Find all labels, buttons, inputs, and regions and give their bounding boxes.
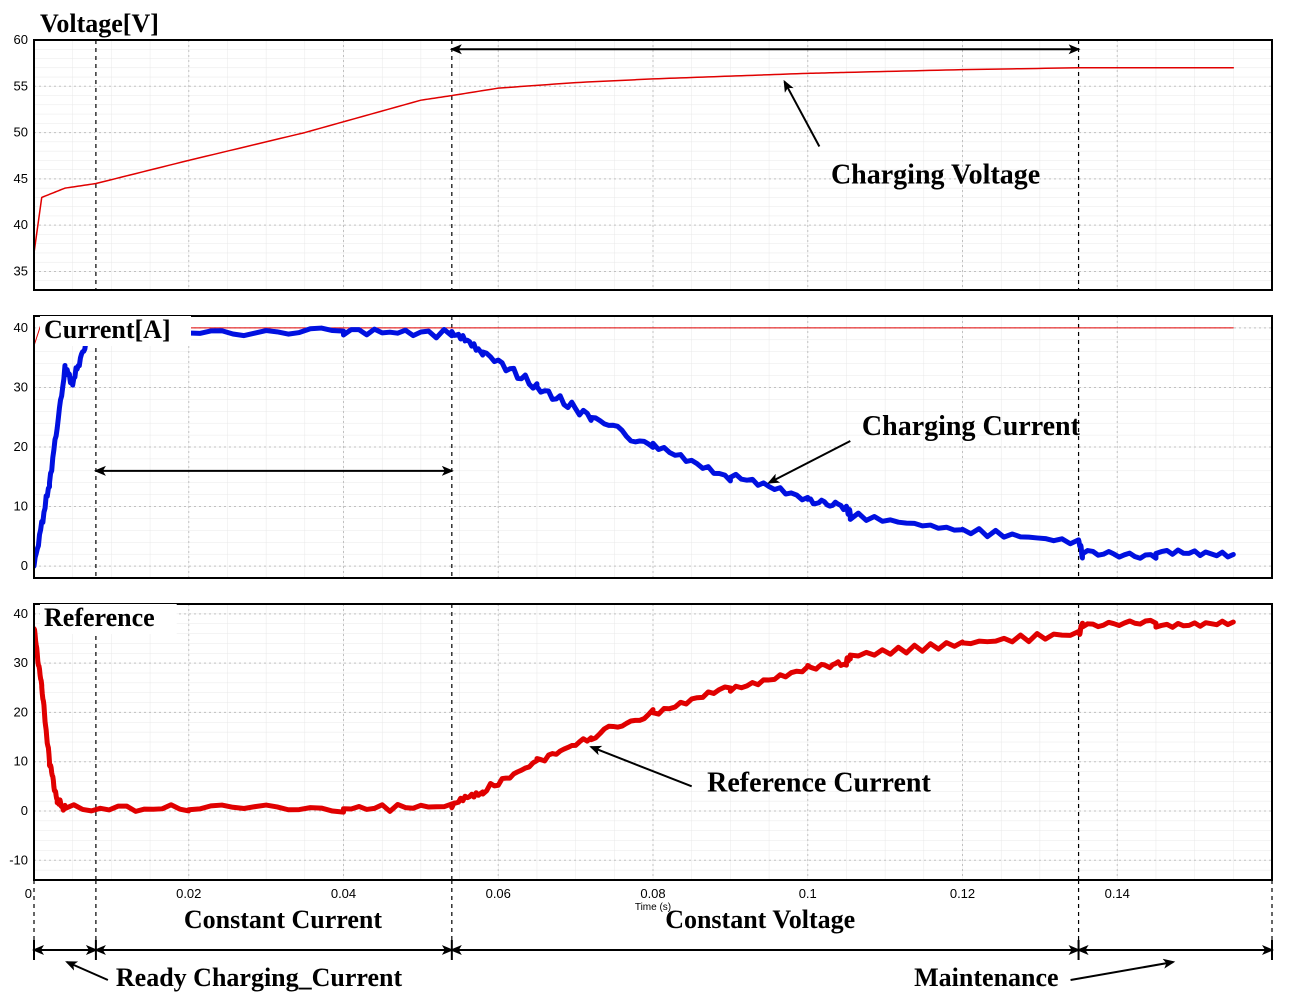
panel-reference-ytick: 10 xyxy=(14,754,28,769)
series-reference_current xyxy=(34,620,1233,812)
annotation-current: Charging Current xyxy=(862,411,1081,442)
arrow-ready xyxy=(67,962,108,980)
panel-reference-ytick: 40 xyxy=(14,606,28,621)
label-maintenance: Maintenance xyxy=(914,963,1058,992)
x-tick-label: 0.12 xyxy=(950,886,975,901)
panel-current-ytick: 10 xyxy=(14,499,28,514)
panel-current-ytick: 0 xyxy=(21,558,28,573)
chart-svg: 35 40 45 50 55 60 Charging Voltage Voltage[V] 0 1… xyxy=(0,0,1309,1003)
label-ready: Ready Charging_Current xyxy=(116,963,403,992)
label-constant-voltage: Constant Voltage xyxy=(665,905,855,934)
annotation-voltage: Charging Voltage xyxy=(831,160,1040,191)
x-tick-label: 0.04 xyxy=(331,886,356,901)
x-tick-label: 0.08 xyxy=(640,886,665,901)
panel-voltage-ytick: 60 xyxy=(14,32,28,47)
panel-reference-ytick: -10 xyxy=(9,852,28,867)
panel-title-voltage: Voltage[V] xyxy=(40,9,159,38)
panel-reference-ytick: 0 xyxy=(21,803,28,818)
panel-current-ytick: 40 xyxy=(14,320,28,335)
x-tick-label: 0.14 xyxy=(1105,886,1130,901)
annotation-reference: Reference Current xyxy=(707,767,931,798)
annotation-arrow xyxy=(591,747,692,786)
label-constant-current: Constant Current xyxy=(184,905,382,934)
panel-voltage-ytick: 50 xyxy=(14,125,28,140)
series-ref_line_40 xyxy=(34,322,1233,346)
panel-voltage-ytick: 45 xyxy=(14,171,28,186)
x-tick-label: 0.02 xyxy=(176,886,201,901)
panel-voltage: 35 40 45 50 55 60 Charging Voltage Voltage[V] xyxy=(14,9,1272,290)
arrow-maintenance xyxy=(1071,962,1174,980)
x-tick-label: 0.06 xyxy=(486,886,511,901)
panel-title-reference: Reference xyxy=(44,603,155,632)
x-tick-label: 0 xyxy=(25,886,32,901)
panel-voltage-ytick: 40 xyxy=(14,217,28,232)
panel-current-ytick: 30 xyxy=(14,379,28,394)
x-tick-label: 0.1 xyxy=(799,886,817,901)
panel-reference: -10 0 10 20 30 40 Reference Current Reference xyxy=(9,603,1272,880)
panel-current-ytick: 20 xyxy=(14,439,28,454)
panel-reference-ytick: 20 xyxy=(14,704,28,719)
panel-reference-ytick: 30 xyxy=(14,655,28,670)
panel-voltage-ytick: 35 xyxy=(14,263,28,278)
panel-current: 0 10 20 30 40 Charging Current Current[A] xyxy=(14,315,1272,578)
panel-voltage-ytick: 55 xyxy=(14,78,28,93)
panel-title-current: Current[A] xyxy=(44,315,171,344)
